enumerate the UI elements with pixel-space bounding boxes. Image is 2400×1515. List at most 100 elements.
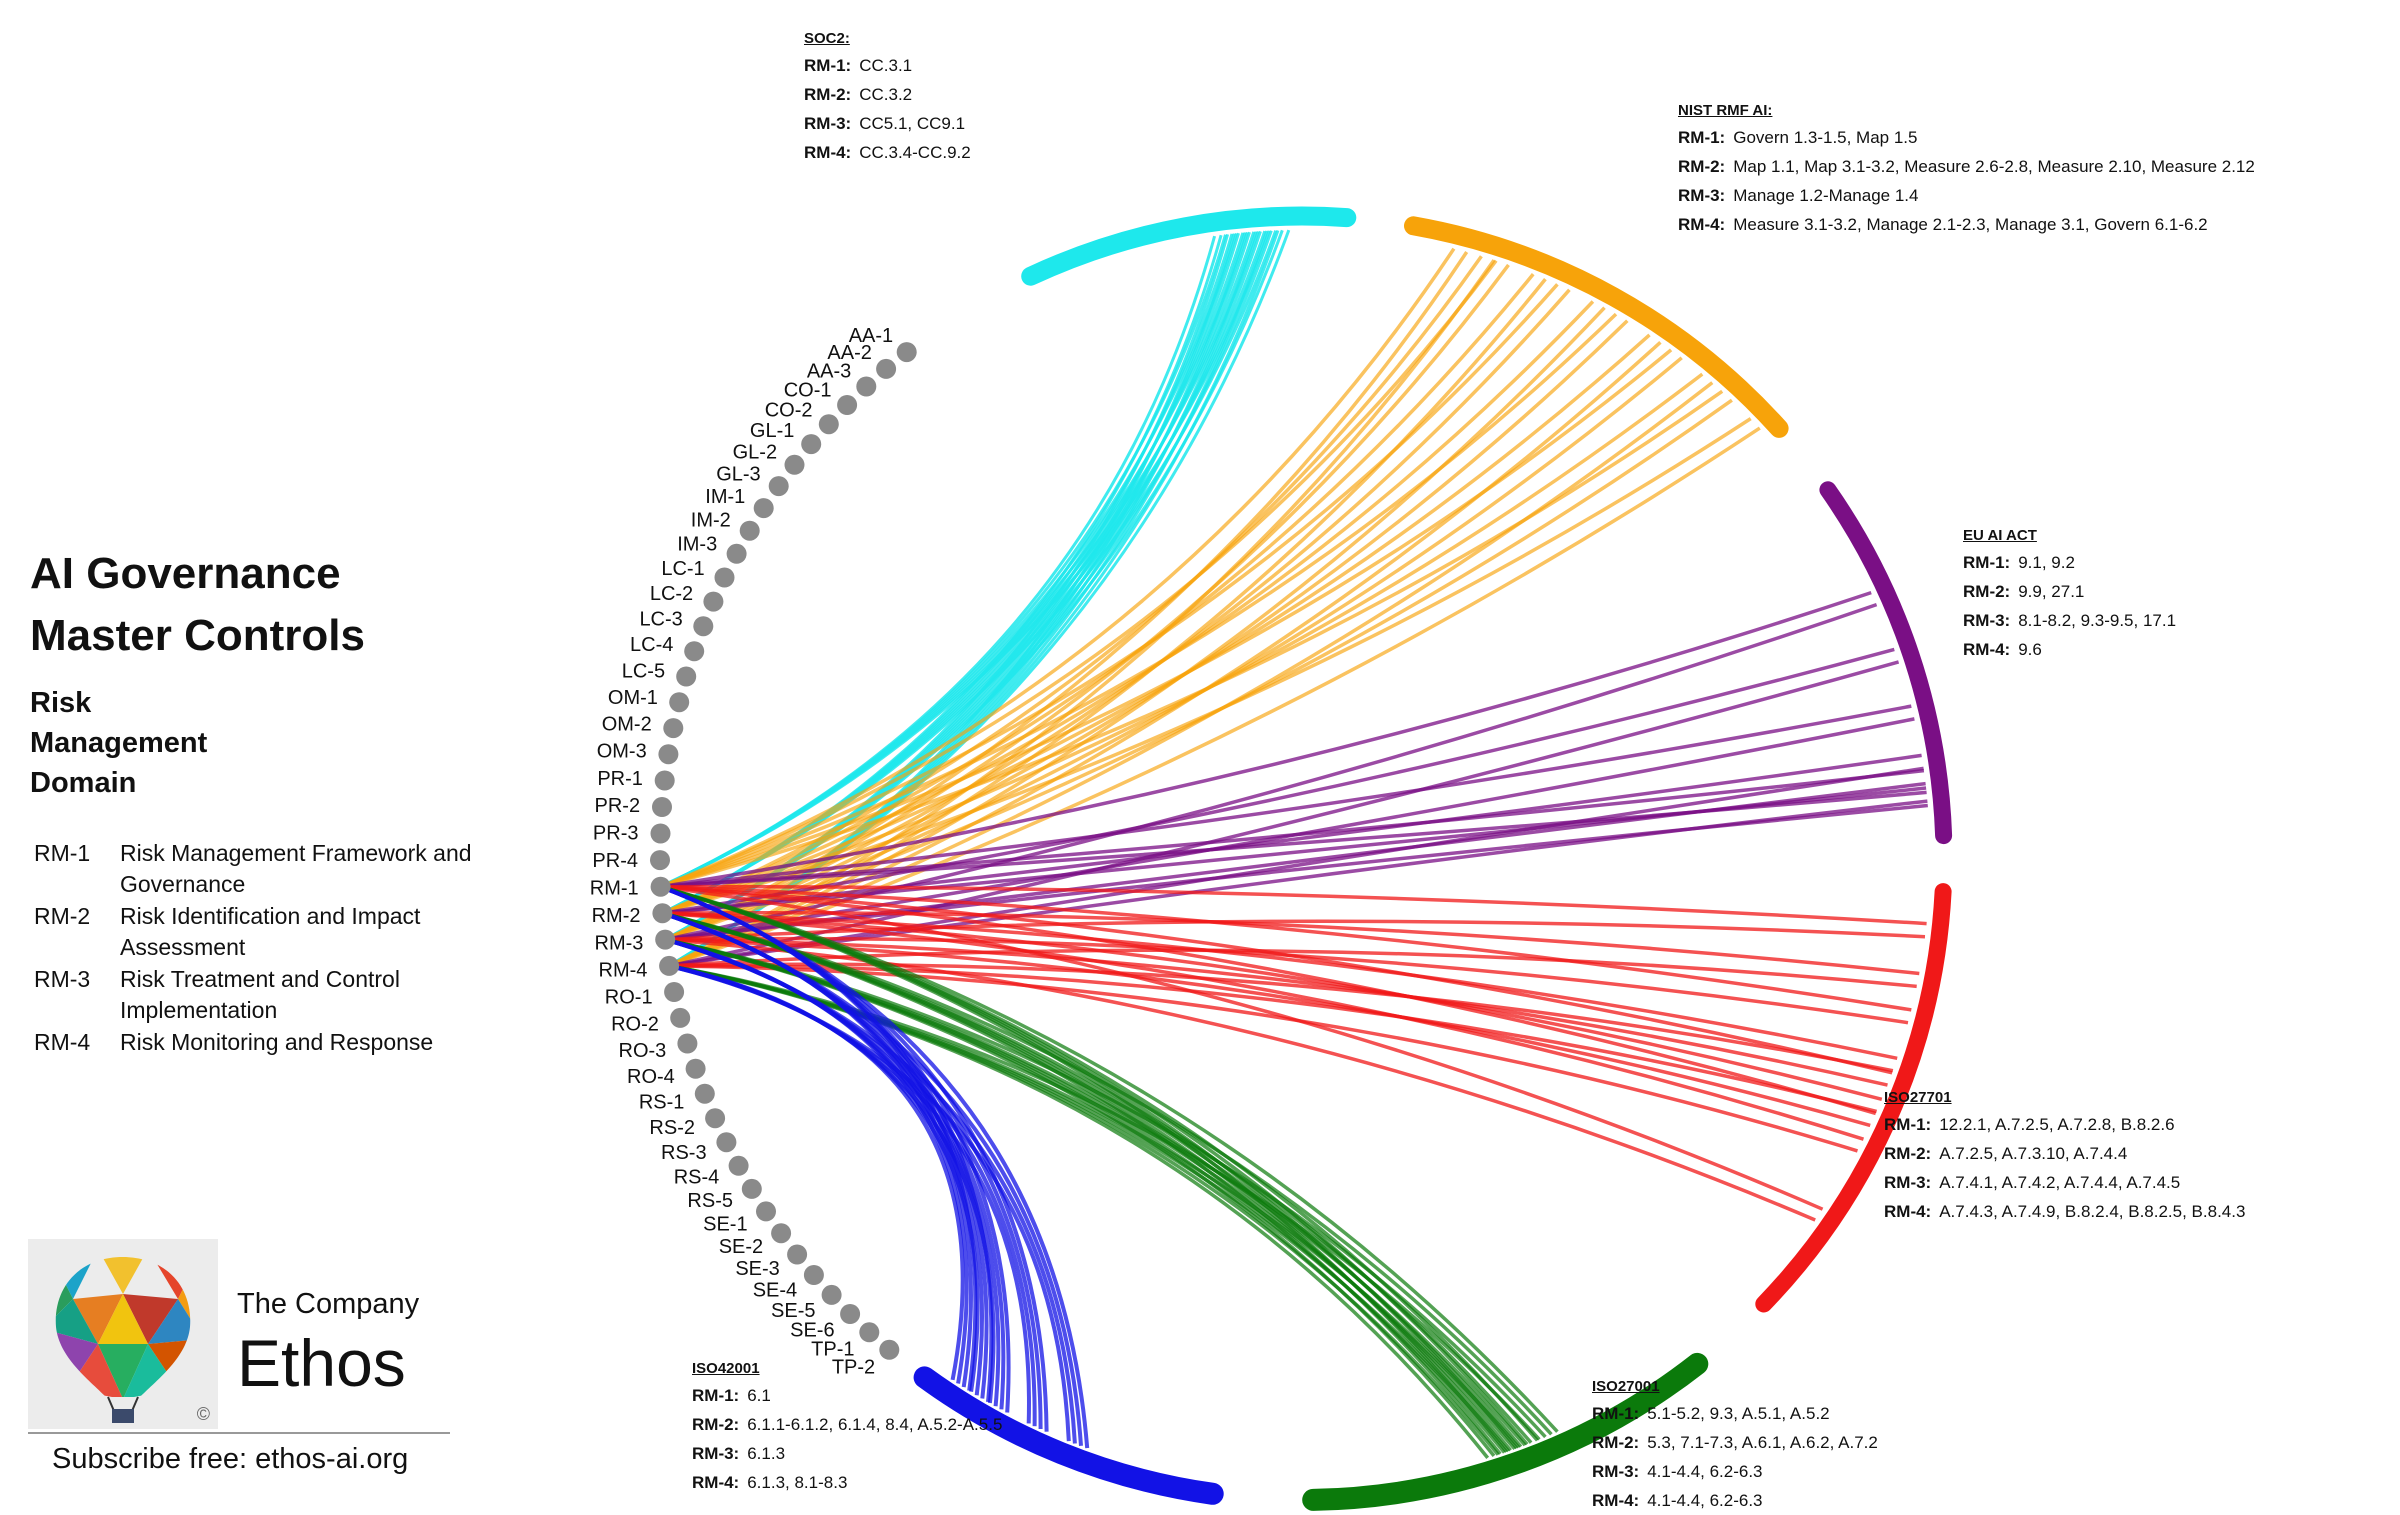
chord-link <box>665 937 1888 1087</box>
mapping-value: 9.9, 27.1 <box>2018 582 2085 601</box>
chord-link <box>662 647 1895 915</box>
control-node-label: PR-1 <box>597 768 643 790</box>
control-node-dot <box>896 342 917 363</box>
control-node-label: AA-2 <box>827 342 871 364</box>
control-node-label: TP-2 <box>832 1357 875 1379</box>
euai-arc <box>1819 481 1953 845</box>
mapping-header: EU AI ACT <box>1963 527 2037 544</box>
chord-link <box>660 884 1927 926</box>
control-node-label: RM-3 <box>595 932 644 954</box>
mapping-row: RM-1: 5.1-5.2, 9.3, A.5.1, A.5.2 <box>1592 1399 1878 1428</box>
chord-link <box>662 911 1898 1061</box>
mapping-value: 5.1-5.2, 9.3, A.5.1, A.5.2 <box>1647 1404 1830 1423</box>
legend-code: RM-1 <box>34 840 91 866</box>
mapping-header: ISO42001 <box>692 1360 760 1377</box>
chord-link <box>660 704 1912 889</box>
mapping-value: A.7.2.5, A.7.3.10, A.7.4.4 <box>1939 1144 2128 1163</box>
divider <box>28 1432 450 1434</box>
mapping-row: RM-4: CC.3.4-CC.9.2 <box>804 138 971 167</box>
mapping-code: RM-2: <box>1884 1144 1932 1163</box>
iso27001-mapping: ISO27001 RM-1: 5.1-5.2, 9.3, A.5.1, A.5.2… <box>1592 1375 1878 1515</box>
chord-link <box>660 884 1877 1116</box>
control-node-dot <box>784 454 805 475</box>
mapping-value: CC.3.1 <box>859 56 913 75</box>
control-node-dot <box>664 982 685 1002</box>
mapping-value: A.7.4.1, A.7.4.2, A.7.4.4, A.7.4.5 <box>1939 1173 2181 1192</box>
mapping-code: RM-4: <box>804 143 852 162</box>
legend-desc: Risk Monitoring and Response <box>120 1029 434 1055</box>
legend-code: RM-2 <box>34 903 91 929</box>
domain-title-line1: Risk <box>30 687 92 719</box>
mapping-row: RM-2: CC.3.2 <box>804 80 971 109</box>
control-node-dot <box>756 1201 776 1222</box>
control-node-dot <box>652 797 672 817</box>
mapping-row: RM-2: Map 1.1, Map 3.1-3.2, Measure 2.6-2… <box>1678 152 2255 181</box>
mapping-value: CC.3.4-CC.9.2 <box>859 143 971 162</box>
control-node-dot <box>684 641 705 662</box>
chord-link <box>664 251 1469 942</box>
mapping-row: RM-3: 8.1-8.2, 9.3-9.5, 17.1 <box>1963 606 2176 635</box>
mapping-value: Manage 1.2-Manage 1.4 <box>1733 186 1919 205</box>
control-node-dot <box>652 903 673 924</box>
company-name: Ethos <box>237 1326 406 1400</box>
chord-link <box>668 306 1606 968</box>
legend-desc: Risk Treatment and Control Implementatio… <box>120 966 400 1023</box>
control-node-label: GL-1 <box>750 420 794 442</box>
control-node-label: PR-3 <box>593 823 639 845</box>
control-node-label: LC-2 <box>650 583 693 605</box>
mapping-row: RM-4: 9.6 <box>1963 635 2176 664</box>
control-node-dot <box>714 567 735 588</box>
mapping-row: RM-3: CC5.1, CC9.1 <box>804 109 971 138</box>
mapping-code: RM-3: <box>1884 1173 1932 1192</box>
control-node-dot <box>753 498 774 519</box>
legend-row: RM-2 Risk Identification and Impact Asse… <box>34 901 514 963</box>
iso27701-arc <box>1755 883 1952 1313</box>
mapping-code: RM-1: <box>1592 1404 1640 1423</box>
control-node-dot <box>655 929 676 950</box>
legend-desc: Risk Management Framework and Governance <box>120 840 472 897</box>
mapping-code: RM-1: <box>804 56 852 75</box>
soc2-arc <box>1021 206 1357 286</box>
control-node-label: RO-3 <box>619 1040 667 1062</box>
mapping-header: ISO27701 <box>1884 1089 1952 1106</box>
control-node-dot <box>716 1132 737 1153</box>
mapping-code: RM-2: <box>1592 1433 1640 1452</box>
copyright-mark: © <box>196 1404 210 1424</box>
chord-link <box>661 255 1483 915</box>
mapping-row: RM-1: 12.2.1, A.7.2.5, A.7.2.8, B.8.2.6 <box>1884 1110 2245 1139</box>
control-node-dot <box>703 591 724 612</box>
domain-title-line2: Management <box>30 727 208 759</box>
subscribe-link[interactable]: Subscribe free: ethos-ai.org <box>52 1443 409 1475</box>
mapping-value: 5.3, 7.1-7.3, A.6.1, A.6.2, A.7.2 <box>1647 1433 1878 1452</box>
chord-link <box>662 910 1920 976</box>
control-node-dot <box>658 744 679 765</box>
mapping-code: RM-3: <box>692 1444 740 1463</box>
control-node-dot <box>768 476 789 497</box>
mapping-value: 6.1.1-6.1.2, 6.1.4, 8.4, A.5.2-A.5.5 <box>747 1415 1003 1434</box>
mapping-value: Measure 3.1-3.2, Manage 2.1-2.3, Manage … <box>1733 215 2208 234</box>
company-logo: © <box>28 1239 218 1429</box>
control-node-label: IM-3 <box>677 533 717 555</box>
eu-ai-act-mapping: EU AI ACT RM-1: 9.1, 9.2 RM-2: 9.9, 27.1 R… <box>1963 524 2176 664</box>
control-node-dot <box>685 1058 706 1079</box>
soc2-mapping: SOC2: RM-1: CC.3.1 RM-2: CC.3.2 RM-3: CC5.1… <box>804 27 971 167</box>
nist-mapping: NIST RMF AI: RM-1: Govern 1.3-1.5, Map 1.… <box>1678 99 2255 239</box>
control-node-label: LC-5 <box>622 660 665 682</box>
mapping-value: 9.6 <box>2018 640 2042 659</box>
control-node-dot <box>663 718 684 739</box>
control-node-dot <box>837 395 858 415</box>
control-node-label: LC-4 <box>630 634 673 656</box>
chord-link <box>668 766 1924 968</box>
control-node-dot <box>741 1178 762 1199</box>
chord-link <box>661 231 1256 915</box>
control-node-dot <box>879 1339 900 1360</box>
control-node-label: AA-3 <box>807 360 851 382</box>
chord-link <box>668 278 1547 968</box>
mapping-value: 6.1.3 <box>747 1444 786 1463</box>
company-subtitle: The Company <box>237 1288 420 1320</box>
control-node-label: AA-1 <box>849 325 893 347</box>
chord-link <box>659 247 1456 889</box>
control-node-label: IM-2 <box>691 510 731 532</box>
control-node-label: RS-1 <box>639 1092 685 1114</box>
mapping-code: RM-2: <box>1963 582 2011 601</box>
